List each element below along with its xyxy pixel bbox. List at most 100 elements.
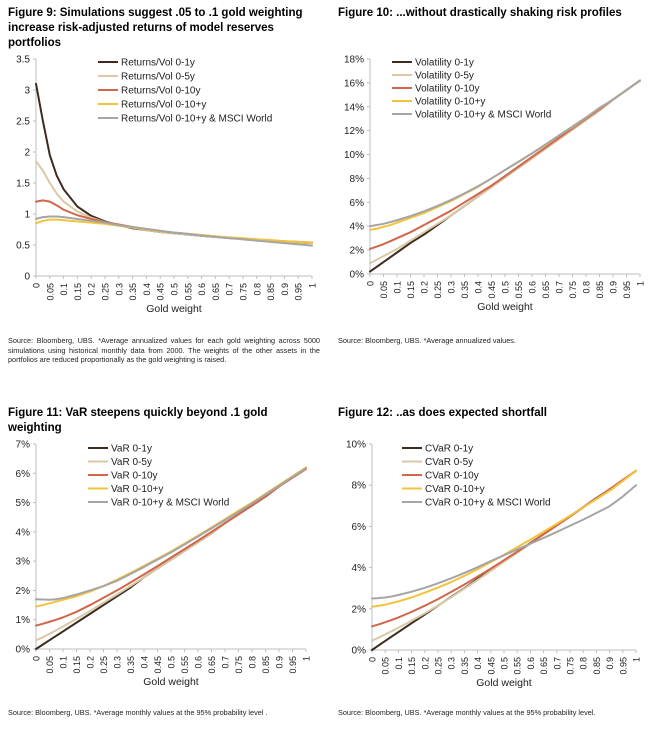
legend-label-4: Returns/Vol 0-10+y [121,100,206,111]
x-tick-label: 0.1 [59,283,69,296]
y-tick-label: 4% [16,527,31,538]
y-tick-label: 4% [350,222,365,233]
x-tick-label: 0.4 [474,281,484,294]
x-tick-label: 0.05 [45,283,55,301]
legend-label-1: VaR 0-1y [111,444,152,455]
x-tick-label: 0.9 [275,656,285,669]
x-axis-title: Gold weight [146,303,202,315]
y-tick-label: 18% [344,55,364,66]
figure-9-chart: 00.511.522.533.50 0.05 0.1 0.15 0.2 0.25 0.3 0.… [16,55,318,316]
x-tick-label: 0.85 [595,281,605,299]
figure-10-title: Figure 10: ...without drastically shakin… [338,7,622,19]
x-tick-label: 0.7 [552,657,562,670]
x-tick-label: 0.8 [582,281,592,294]
x-tick-label: 0.1 [394,657,404,670]
legend-label-2: Returns/Vol 0-5y [121,72,195,83]
x-tick-label: 0.6 [194,656,204,669]
y-tick-label: 4% [352,563,367,574]
x-tick-label: 0.85 [592,657,602,675]
x-tick-label: 0.65 [541,281,551,299]
y-tick-label: 12% [344,126,364,137]
x-tick-label: 0.9 [280,283,290,296]
x-tick-label: 0.25 [101,283,111,301]
legend-label-3: Volatility 0-10y [415,84,479,95]
x-tick-label: 0.55 [183,283,193,301]
y-tick-label: 0% [350,270,365,281]
x-tick-label: 0.9 [605,657,615,670]
y-tick-label: 16% [344,78,364,89]
figure-11-chart: 0%1%2%3%4%5%6%7%0 0.05 0.1 0.15 0.2 0.25 0.3 0.… [16,440,312,689]
y-tick-label: 0 [24,272,30,283]
x-tick-label: 0.6 [526,657,536,670]
legend-label-5: Volatility 0-10+y & MSCI World [415,110,551,121]
x-tick-label: 0.95 [622,281,632,299]
x-tick-label: 0.4 [142,283,152,296]
x-tick-label: 0.2 [420,281,430,294]
legend-label-2: Volatility 0-5y [415,71,474,82]
y-tick-label: 2 [24,148,30,159]
series-line-3 [371,469,637,628]
series-line-5 [371,484,637,600]
x-tick-label: 0.05 [381,657,391,675]
x-tick-label: 0.7 [225,283,235,296]
y-tick-label: 6% [352,522,367,533]
y-tick-label: 1.5 [16,179,30,190]
x-tick-label: 0.8 [252,283,262,296]
legend-label-2: VaR 0-5y [111,457,152,468]
y-tick-label: 2% [352,604,367,615]
legend-label-5: CVaR 0-10+y & MSCI World [425,498,551,509]
x-tick-label: 0 [32,283,42,288]
x-axis-title: Gold weight [477,301,533,313]
y-tick-label: 6% [350,198,365,209]
x-axis-title: Gold weight [476,677,532,689]
legend-label-1: Returns/Vol 0-1y [121,58,195,69]
x-tick-label: 0 [32,656,42,661]
x-axis-title: Gold weight [143,676,199,688]
x-tick-label: 0.4 [473,657,483,670]
series-line-3 [369,79,641,250]
x-tick-label: 0.5 [500,657,510,670]
figure-12-chart: 0%2%4%6%8%10%0 0.05 0.1 0.15 0.2 0.25 0.3 0.35 0… [346,440,642,690]
y-tick-label: 8% [352,481,367,492]
x-tick-label: 0.65 [211,283,221,301]
x-tick-label: 0.95 [288,656,298,674]
legend-label-4: VaR 0-10+y [111,484,163,495]
x-tick-label: 0.3 [113,656,123,669]
y-tick-label: 0.5 [16,241,30,252]
x-tick-label: 0.1 [393,281,403,294]
x-tick-label: 0.25 [99,656,109,674]
x-tick-label: 0.75 [568,281,578,299]
y-tick-label: 0% [16,645,31,656]
legend-label-3: VaR 0-10y [111,471,158,482]
figure-11-title: Figure 11: VaR steepens quickly beyond .… [8,407,268,434]
x-tick-label: 0.2 [420,657,430,670]
figure-9-title: Figure 9: Simulations suggest .05 to .1 … [8,7,303,49]
y-tick-label: 14% [344,102,364,113]
legend-label-1: Volatility 0-1y [415,58,474,69]
y-tick-label: 5% [16,498,31,509]
x-tick-label: 0.3 [447,657,457,670]
series-line-5 [35,467,307,601]
y-tick-label: 10% [346,440,366,451]
x-tick-label: 1 [308,283,318,288]
figure-11-source: Source: Bloomberg, UBS. *Average monthly… [8,708,268,717]
series-line-5 [35,215,313,247]
x-tick-label: 0.15 [73,283,83,301]
x-tick-label: 0.1 [59,656,69,669]
x-tick-label: 1 [632,657,642,662]
legend-label-5: Returns/Vol 0-10+y & MSCI World [121,114,272,125]
x-tick-label: 0.4 [140,656,150,669]
x-tick-label: 0.75 [566,657,576,675]
x-tick-label: 0.25 [434,657,444,675]
x-tick-label: 0.05 [45,656,55,674]
series-line-4 [371,469,637,608]
x-tick-label: 0.2 [87,283,97,296]
x-tick-label: 0.7 [221,656,231,669]
legend-label-2: CVaR 0-5y [425,457,473,468]
x-tick-label: 0.15 [406,281,416,299]
x-tick-label: 0.35 [128,283,138,301]
y-tick-label: 2% [16,586,31,597]
legend-label-5: VaR 0-10+y & MSCI World [111,498,229,509]
x-tick-label: 0.85 [261,656,271,674]
y-tick-label: 8% [350,174,365,185]
